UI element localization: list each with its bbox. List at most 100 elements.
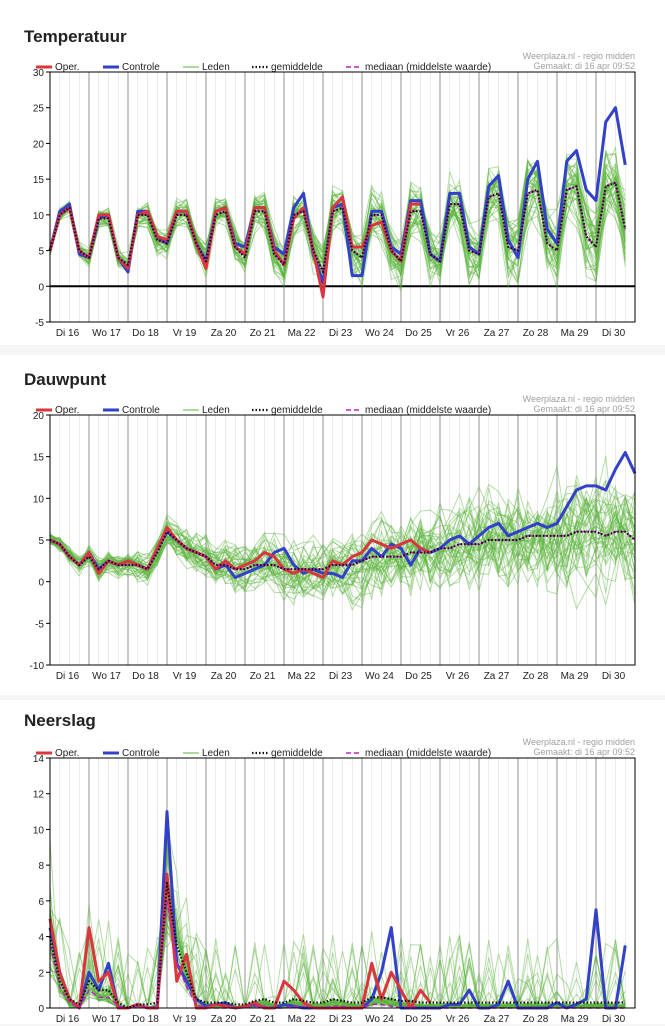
- ensemble-member-line: [49, 480, 636, 587]
- x-tick-label: Do 18: [132, 671, 159, 682]
- ensemble-member-line: [49, 173, 626, 296]
- y-tick-label: -10: [30, 661, 45, 672]
- x-tick-label: Wo 24: [365, 671, 394, 682]
- legend-label-leden: Leden: [202, 405, 230, 416]
- y-tick-label: 25: [33, 104, 45, 115]
- chart-title-dewpoint: Dauwpunt: [24, 370, 107, 389]
- x-tick-label: Ma 22: [288, 671, 316, 682]
- legend-label-oper: Oper.: [55, 62, 79, 73]
- source-label: Weerplaza.nl - regio midden: [523, 394, 635, 404]
- x-tick-label: Do 25: [405, 328, 432, 339]
- y-tick-label: -5: [35, 619, 44, 630]
- x-tick-label: Zo 28: [523, 671, 549, 682]
- series-gemiddelde-temperature: [48, 181, 627, 274]
- x-tick-label: Vr 26: [446, 1014, 470, 1025]
- y-tick-label: 12: [33, 790, 45, 801]
- ensemble-member-line: [49, 157, 626, 287]
- x-tick-label: Vr 19: [173, 1014, 197, 1025]
- ensemble-member-line: [49, 185, 626, 282]
- ensemble-member-line: [49, 476, 636, 596]
- x-tick-label: Wo 24: [365, 1014, 394, 1025]
- x-tick-label: Di 16: [56, 328, 80, 339]
- legend-label-gemiddelde: gemiddelde: [271, 405, 323, 416]
- x-tick-label: Ma 29: [561, 328, 589, 339]
- y-tick-label: 8: [38, 861, 44, 872]
- ensemble-member-line: [49, 499, 636, 592]
- y-tick-label: 10: [33, 494, 45, 505]
- x-tick-label: Vr 26: [446, 328, 470, 339]
- x-tick-label: Zo 28: [523, 1014, 549, 1025]
- x-tick-label: Di 30: [602, 1014, 626, 1025]
- x-tick-label: Wo 17: [92, 1014, 121, 1025]
- x-tick-label: Wo 17: [92, 328, 121, 339]
- legend-label-mediaan: mediaan (middelste waarde): [365, 748, 491, 759]
- legend-label-gemiddelde: gemiddelde: [271, 62, 323, 73]
- x-tick-label: Zo 21: [250, 1014, 276, 1025]
- legend-label-oper: Oper.: [55, 748, 79, 759]
- ensemble-member-line: [49, 483, 636, 611]
- y-tick-label: 15: [33, 175, 45, 186]
- ensemble-member-line: [49, 515, 636, 598]
- ensemble-member-line: [49, 160, 626, 288]
- ensemble-member-line: [49, 487, 636, 602]
- ensemble-member-line: [49, 496, 636, 587]
- plot-border: [49, 71, 636, 323]
- x-tick-label: Za 27: [484, 328, 510, 339]
- x-tick-label: Za 27: [484, 671, 510, 682]
- ensemble-member-line: [49, 488, 636, 585]
- y-tick-label: 5: [38, 536, 44, 547]
- y-tick-label: 10: [33, 825, 45, 836]
- ensemble-member-line: [49, 508, 636, 593]
- ensemble-member-line: [49, 891, 626, 1009]
- chart-title-precipitation: Neerslag: [24, 711, 96, 730]
- y-tick-label: 2: [38, 968, 44, 979]
- y-tick-label: 5: [38, 247, 44, 258]
- made-label: Gemaakt: di 16 apr 09:52: [533, 61, 635, 71]
- y-tick-label: 0: [38, 578, 44, 589]
- series-oper-dewpoint: [49, 526, 431, 579]
- x-tick-label: Vr 26: [446, 671, 470, 682]
- x-tick-label: Di 30: [602, 328, 626, 339]
- x-tick-label: Zo 21: [250, 328, 276, 339]
- x-tick-label: Do 25: [405, 1014, 432, 1025]
- x-tick-label: Ma 22: [288, 328, 316, 339]
- series-gemiddelde-dewpoint: [49, 530, 636, 571]
- ensemble-member-line: [49, 172, 626, 284]
- y-tick-label: 0: [38, 282, 44, 293]
- ensemble-member-line: [49, 173, 626, 283]
- ensemble-member-line: [49, 497, 636, 603]
- source-label: Weerplaza.nl - regio midden: [523, 737, 635, 747]
- ensemble-member-line: [49, 505, 636, 594]
- legend-label-controle: Controle: [122, 62, 160, 73]
- ensemble-member-line: [49, 491, 636, 597]
- y-tick-label: 0: [38, 1004, 44, 1015]
- ensemble-member-line: [49, 182, 626, 281]
- x-tick-label: Wo 24: [365, 328, 394, 339]
- ensemble-member-line: [49, 487, 636, 594]
- y-tick-label: 4: [38, 933, 44, 944]
- ensemble-member-line: [49, 487, 636, 592]
- legend-label-gemiddelde: gemiddelde: [271, 748, 323, 759]
- series-gemiddelde-precipitation: [48, 881, 626, 1010]
- plot-border: [49, 414, 636, 666]
- x-tick-label: Za 20: [211, 1014, 237, 1025]
- legend-label-mediaan: mediaan (middelste waarde): [365, 405, 491, 416]
- chart-title-temperature: Temperatuur: [24, 27, 127, 46]
- ensemble-member-line: [49, 503, 636, 586]
- ensemble-member-line: [49, 179, 626, 278]
- x-tick-label: Di 23: [329, 328, 353, 339]
- series-oper-precipitation: [48, 872, 432, 1010]
- y-tick-label: 10: [33, 211, 45, 222]
- y-tick-label: 6: [38, 897, 44, 908]
- ensemble-member-line: [49, 876, 626, 1009]
- x-tick-label: Di 23: [329, 671, 353, 682]
- x-tick-label: Di 30: [602, 671, 626, 682]
- ensemble-member-line: [49, 498, 636, 597]
- x-tick-label: Vr 19: [173, 671, 197, 682]
- x-tick-label: Di 16: [56, 1014, 80, 1025]
- legend-label-controle: Controle: [122, 405, 160, 416]
- ensemble-member-line: [49, 489, 636, 609]
- ensemble-member-line: [49, 505, 636, 589]
- source-label: Weerplaza.nl - regio midden: [523, 51, 635, 61]
